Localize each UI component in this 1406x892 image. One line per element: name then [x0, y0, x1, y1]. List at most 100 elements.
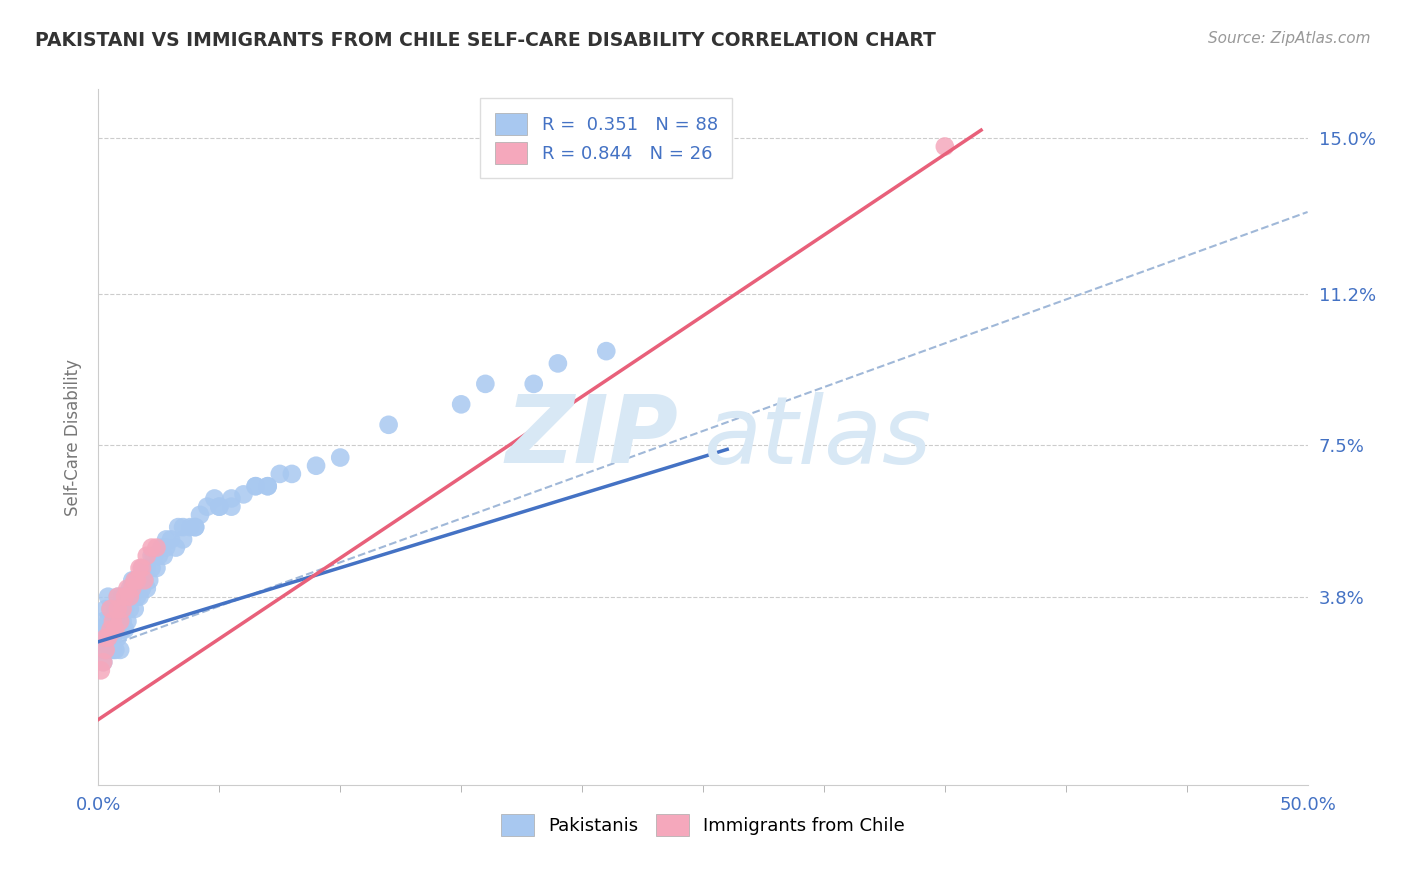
- Point: [111, 590, 134, 604]
- Point: [90, 623, 112, 637]
- Point: [101, 643, 124, 657]
- Point: [281, 467, 304, 481]
- Point: [124, 602, 146, 616]
- Point: [547, 356, 569, 370]
- Legend: Pakistanis, Immigrants from Chile: Pakistanis, Immigrants from Chile: [492, 805, 914, 846]
- Point: [329, 450, 352, 465]
- Point: [121, 582, 143, 596]
- Point: [141, 549, 163, 563]
- Point: [135, 549, 157, 563]
- Point: [135, 582, 157, 596]
- Point: [94, 643, 117, 657]
- Point: [165, 541, 187, 555]
- Point: [172, 533, 194, 547]
- Point: [150, 541, 173, 555]
- Point: [90, 643, 112, 657]
- Point: [245, 479, 267, 493]
- Point: [934, 139, 956, 153]
- Point: [145, 561, 167, 575]
- Point: [91, 655, 114, 669]
- Point: [138, 574, 160, 588]
- Point: [131, 561, 153, 575]
- Point: [114, 602, 136, 616]
- Point: [91, 614, 114, 628]
- Point: [450, 397, 472, 411]
- Point: [131, 582, 153, 596]
- Point: [221, 491, 243, 506]
- Point: [107, 614, 129, 628]
- Point: [152, 549, 174, 563]
- Point: [121, 590, 143, 604]
- Point: [111, 623, 134, 637]
- Point: [135, 561, 157, 575]
- Point: [127, 574, 149, 588]
- Point: [245, 479, 267, 493]
- Point: [107, 602, 129, 616]
- Point: [97, 614, 120, 628]
- Point: [107, 631, 129, 645]
- Point: [145, 541, 167, 555]
- Point: [474, 376, 496, 391]
- Point: [148, 549, 170, 563]
- Point: [108, 614, 131, 628]
- Point: [188, 508, 211, 522]
- Point: [107, 590, 129, 604]
- Point: [172, 520, 194, 534]
- Text: atlas: atlas: [703, 392, 931, 483]
- Point: [184, 520, 207, 534]
- Point: [124, 582, 146, 596]
- Point: [107, 590, 129, 604]
- Point: [117, 590, 139, 604]
- Point: [155, 541, 177, 555]
- Point: [256, 479, 278, 493]
- Point: [108, 614, 131, 628]
- Point: [117, 582, 139, 596]
- Point: [143, 549, 166, 563]
- Point: [118, 590, 141, 604]
- Point: [134, 574, 156, 588]
- Point: [114, 623, 136, 637]
- Point: [118, 582, 141, 596]
- Point: [124, 574, 146, 588]
- Y-axis label: Self-Care Disability: Self-Care Disability: [63, 359, 82, 516]
- Point: [101, 631, 124, 645]
- Point: [595, 344, 617, 359]
- Point: [100, 643, 122, 657]
- Point: [208, 500, 231, 514]
- Point: [100, 602, 122, 616]
- Point: [94, 631, 117, 645]
- Point: [91, 631, 114, 645]
- Point: [94, 623, 117, 637]
- Point: [100, 623, 122, 637]
- Point: [131, 561, 153, 575]
- Point: [167, 520, 190, 534]
- Point: [128, 561, 150, 575]
- Point: [127, 590, 149, 604]
- Point: [100, 631, 122, 645]
- Point: [256, 479, 278, 493]
- Text: ZIP: ZIP: [506, 391, 679, 483]
- Point: [141, 561, 163, 575]
- Point: [269, 467, 291, 481]
- Point: [195, 500, 218, 514]
- Point: [101, 614, 124, 628]
- Point: [523, 376, 546, 391]
- Point: [97, 631, 120, 645]
- Point: [128, 590, 150, 604]
- Point: [204, 491, 226, 506]
- Point: [94, 602, 117, 616]
- Point: [124, 574, 146, 588]
- Text: PAKISTANI VS IMMIGRANTS FROM CHILE SELF-CARE DISABILITY CORRELATION CHART: PAKISTANI VS IMMIGRANTS FROM CHILE SELF-…: [35, 31, 936, 50]
- Point: [127, 574, 149, 588]
- Point: [128, 574, 150, 588]
- Point: [97, 631, 120, 645]
- Point: [104, 602, 127, 616]
- Point: [377, 417, 399, 432]
- Point: [232, 487, 254, 501]
- Point: [94, 643, 117, 657]
- Point: [111, 590, 134, 604]
- Point: [111, 602, 134, 616]
- Point: [160, 533, 183, 547]
- Point: [104, 623, 127, 637]
- Point: [155, 533, 177, 547]
